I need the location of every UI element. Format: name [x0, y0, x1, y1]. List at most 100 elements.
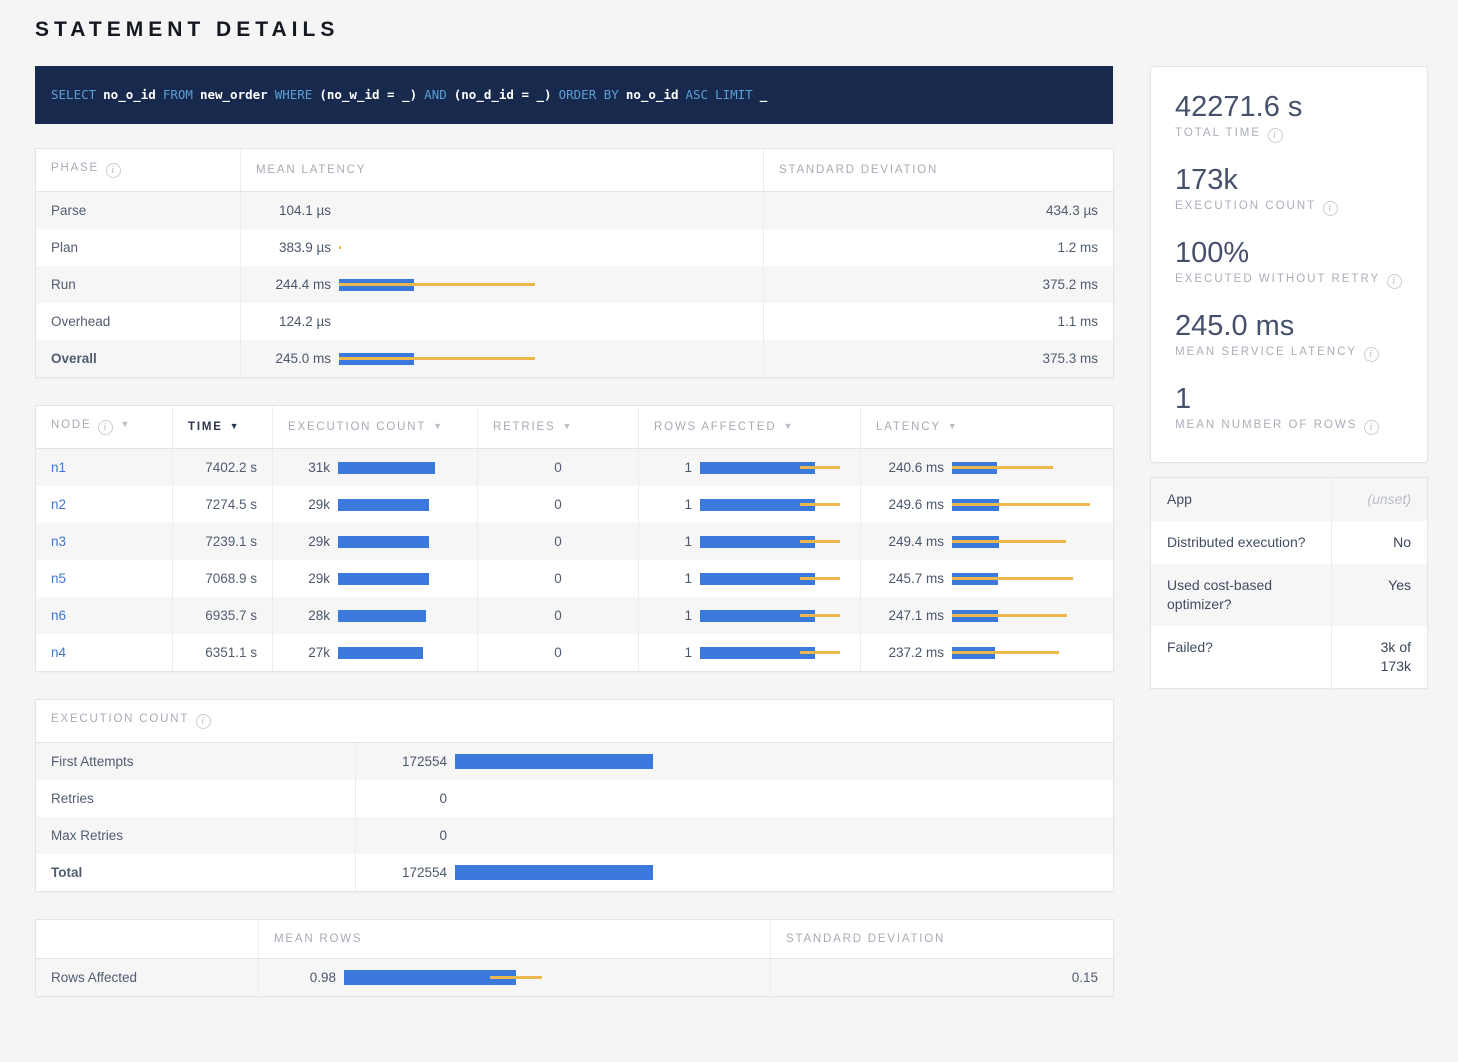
table-header-row: EXECUTION COUNTi — [36, 700, 1114, 743]
phase-label: Overall — [36, 340, 241, 378]
stddev-whisker — [952, 614, 1067, 617]
stat-label: TOTAL TIME — [1175, 127, 1261, 139]
stddev-whisker — [952, 540, 1066, 543]
stat-label: EXECUTED WITHOUT RETRY — [1175, 273, 1380, 285]
retries-column-header[interactable]: RETRIES ▼ — [478, 406, 639, 449]
mean-rows-value: 0.98 — [274, 970, 336, 985]
node-link[interactable]: n4 — [51, 645, 66, 660]
node-link[interactable]: n2 — [51, 497, 66, 512]
page-title: STATEMENT DETAILS — [35, 18, 1428, 42]
rows-affected-bar — [700, 573, 815, 585]
node-link[interactable]: n5 — [51, 571, 66, 586]
mean-bar — [338, 573, 429, 585]
time-column-header[interactable]: TIME ▼ — [173, 406, 273, 449]
latency-bar — [952, 536, 999, 548]
execution-count-bar — [338, 499, 429, 511]
info-icon[interactable]: i — [106, 163, 121, 178]
stat-value: 1 — [1175, 383, 1403, 416]
execution-count-table-title: EXECUTION COUNTi — [36, 700, 1114, 743]
mean-latency-value: 245.0 ms — [256, 351, 331, 366]
info-icon[interactable]: i — [1268, 128, 1283, 143]
info-icon[interactable]: i — [1387, 274, 1402, 289]
node-link[interactable]: n6 — [51, 608, 66, 623]
mean-latency-value: 244.4 ms — [256, 277, 331, 292]
sort-desc-icon[interactable]: ▼ — [230, 421, 241, 431]
table-row: Total 172554 — [36, 854, 1114, 892]
info-icon[interactable]: i — [98, 420, 113, 435]
phase-label: Plan — [36, 229, 241, 266]
mean-bar — [455, 754, 653, 769]
execution-count-bar — [338, 536, 429, 548]
stat-executed-without-retry: 100% EXECUTED WITHOUT RETRY i — [1175, 237, 1403, 289]
info-icon[interactable]: i — [1364, 347, 1379, 362]
table-row: First Attempts 172554 — [36, 743, 1114, 781]
retries-value: 0 — [478, 634, 639, 672]
node-stats-table: NODEi▼ TIME▼ EXECUTION COUNT▼ RETRIES▼ R… — [35, 405, 1114, 672]
time-value: 6351.1 s — [173, 634, 273, 672]
phase-label: Run — [36, 266, 241, 303]
stddev-whisker — [952, 651, 1059, 654]
sql-token: (no_w_id = _) — [319, 87, 417, 102]
info-icon[interactable]: i — [1364, 420, 1379, 435]
table-row: n5 7068.9 s 29k 0 1 245.7 ms — [36, 560, 1114, 597]
sort-desc-icon[interactable]: ▼ — [948, 421, 959, 431]
sort-desc-icon[interactable]: ▼ — [783, 421, 794, 431]
retries-value: 0 — [478, 449, 639, 487]
sql-token: ORDER BY — [559, 87, 619, 102]
stat-label: EXECUTION COUNT — [1175, 200, 1316, 212]
latency-bar — [952, 647, 995, 659]
exec-count-value: 172554 — [371, 865, 447, 880]
node-link[interactable]: n1 — [51, 460, 66, 475]
std-dev-value: 0.15 — [771, 959, 1114, 997]
std-dev-value: 375.2 ms — [764, 266, 1114, 303]
column-label: TIME — [188, 421, 223, 433]
sort-desc-icon[interactable]: ▼ — [562, 421, 573, 431]
table-row: Run 244.4 ms 375.2 ms — [36, 266, 1114, 303]
info-icon[interactable]: i — [1323, 201, 1338, 216]
phase-label: Overhead — [36, 303, 241, 340]
summary-stats-card: 42271.6 s TOTAL TIMEi 173k EXECUTION COU… — [1150, 66, 1428, 463]
attribute-value: Yes — [1332, 564, 1428, 626]
attribute-label: App — [1151, 478, 1332, 522]
latency-value: 245.7 ms — [876, 571, 944, 586]
column-label: STANDARD DEVIATION — [779, 164, 938, 176]
execution-count-value: 28k — [288, 608, 330, 623]
exec-count-value: 0 — [371, 791, 447, 806]
execution-count-value: 29k — [288, 534, 330, 549]
latency-bar — [952, 573, 998, 585]
sql-token: ASC — [686, 87, 709, 102]
mean-bar — [700, 647, 815, 659]
execution-count-bar — [338, 647, 423, 659]
stddev-whisker — [800, 577, 840, 580]
std-dev-value: 375.3 ms — [764, 340, 1114, 378]
latency-column-header[interactable]: LATENCY▼ — [861, 406, 1114, 449]
stat-value: 245.0 ms — [1175, 310, 1403, 343]
sort-desc-icon[interactable]: ▼ — [433, 421, 444, 431]
retries-value: 0 — [478, 486, 639, 523]
table-row: Overhead 124.2 µs 1.1 ms — [36, 303, 1114, 340]
table-row: n3 7239.1 s 29k 0 1 249.4 ms — [36, 523, 1114, 560]
mean-bar — [700, 499, 815, 511]
execution-count-column-header[interactable]: EXECUTION COUNT▼ — [273, 406, 478, 449]
stat-value: 100% — [1175, 237, 1403, 270]
stat-execution-count: 173k EXECUTION COUNTi — [1175, 164, 1403, 216]
info-icon[interactable]: i — [196, 714, 211, 729]
rows-affected-bar — [700, 536, 815, 548]
retries-value: 0 — [478, 560, 639, 597]
mean-bar — [338, 462, 435, 474]
execution-count-value: 31k — [288, 460, 330, 475]
mean-bar — [700, 573, 815, 585]
table-row: n1 7402.2 s 31k 0 1 240.6 ms — [36, 449, 1114, 487]
node-link[interactable]: n3 — [51, 534, 66, 549]
stddev-whisker — [339, 283, 535, 286]
rows-affected-column-header[interactable]: ROWS AFFECTED▼ — [639, 406, 861, 449]
column-label: PHASE — [51, 162, 99, 174]
column-label: RETRIES — [493, 421, 555, 433]
table-row: Parse 104.1 µs 434.3 µs — [36, 192, 1114, 230]
stddev-whisker — [800, 540, 840, 543]
node-column-header[interactable]: NODEi▼ — [36, 406, 173, 449]
sql-token: LIMIT — [715, 87, 753, 102]
table-row: Overall 245.0 ms 375.3 ms — [36, 340, 1114, 378]
latency-value: 249.6 ms — [876, 497, 944, 512]
sort-desc-icon[interactable]: ▼ — [120, 419, 131, 429]
